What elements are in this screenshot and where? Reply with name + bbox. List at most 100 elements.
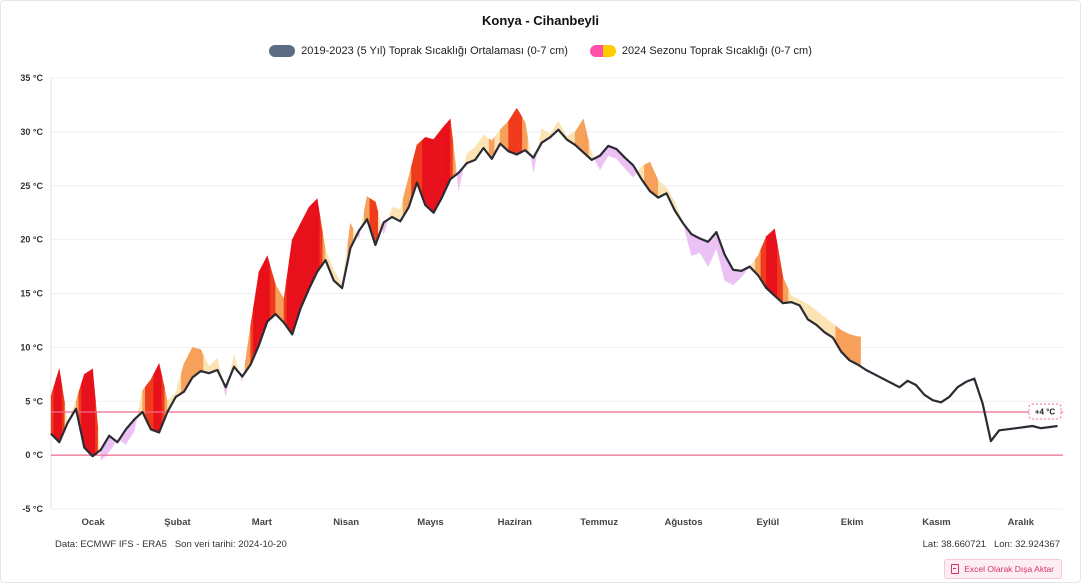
x-tick-label: Ocak — [82, 517, 106, 528]
season-diff-band — [156, 363, 160, 433]
season-diff-band — [436, 131, 440, 208]
season-diff-band — [194, 347, 199, 376]
y-tick-label: 5 °C — [25, 396, 43, 406]
season-diff-band — [655, 174, 659, 199]
file-excel-icon — [951, 564, 960, 574]
x-tick-label: Temmuz — [580, 517, 618, 528]
last-update: Son veri tarihi: 2024-10-20 — [174, 539, 287, 550]
season-diff-band — [699, 238, 703, 258]
season-diff-band — [278, 288, 282, 321]
season-diff-band — [760, 242, 764, 285]
chart-legend: 2019-2023 (5 Yıl) Toprak Sıcaklığı Ortal… — [1, 45, 1080, 57]
excel-export-button[interactable]: Excel Olarak Dışa Aktar — [944, 559, 1062, 579]
season-diff-band — [788, 289, 792, 303]
season-diff-band — [852, 334, 856, 364]
season-diff-band — [289, 239, 293, 336]
season-diff-band — [522, 116, 526, 152]
legend-label-season: 2024 Sezonu Toprak Sıcaklığı (0-7 cm) — [621, 45, 812, 57]
x-tick-label: Şubat — [164, 517, 191, 528]
season-diff-band — [768, 230, 773, 294]
season-diff-band — [280, 293, 285, 324]
season-diff-band — [427, 137, 431, 211]
season-diff-band — [694, 235, 698, 255]
legend-swatch-season — [589, 45, 616, 57]
season-diff-band — [577, 122, 581, 151]
threshold-label: +4 °C — [1035, 408, 1056, 417]
season-diff-band — [447, 118, 451, 186]
season-diff-band — [286, 259, 290, 332]
season-diff-band — [771, 228, 775, 297]
season-diff-band — [311, 201, 315, 284]
season-diff-band — [247, 325, 251, 370]
season-diff-band — [97, 429, 102, 461]
season-diff-band — [766, 233, 770, 292]
season-diff-band — [516, 107, 520, 155]
season-diff-band — [452, 142, 456, 178]
average-series — [50, 128, 1058, 458]
threshold-label-box — [1028, 403, 1062, 420]
x-tick-label: Ağustos — [665, 517, 703, 528]
season-diff-band — [56, 368, 60, 443]
data-source: Data: ECMWF IFS - ERA5 — [55, 539, 167, 550]
season-diff-band — [439, 127, 443, 203]
season-diff-band — [735, 269, 739, 283]
x-axis: Ocak Şubat Mart Nisan Mayıs Haziran Temmuz Ağus… — [82, 517, 1035, 528]
footer-source: Data: ECMWF IFS - ERA5 Son veri tarihi: … — [55, 539, 287, 550]
season-diff-band — [422, 136, 426, 206]
season-diff-band — [269, 265, 273, 320]
season-diff-band — [314, 198, 318, 278]
y-axis: -5 °C 0 °C 5 °C 10 °C 15 °C 20 °C 25 °C 30 °C 35… — [20, 73, 43, 514]
excel-export-label: Excel Olarak Dışa Aktar — [964, 564, 1054, 574]
season-diff-band — [780, 261, 784, 304]
difference-fills — [50, 107, 861, 461]
season-diff-band — [524, 122, 529, 154]
legend-label-average: 2019-2023 (5 Yıl) Toprak Sıcaklığı Ortal… — [301, 45, 568, 57]
season-diff-band — [203, 355, 207, 373]
season-diff-band — [275, 284, 279, 318]
y-tick-label: 15 °C — [20, 289, 43, 299]
season-diff-band — [294, 228, 298, 326]
season-diff-band — [508, 116, 512, 153]
season-diff-band — [317, 198, 321, 273]
season-diff-band — [854, 335, 858, 365]
season-diff-band — [150, 374, 154, 431]
season-diff-band — [658, 179, 662, 198]
season-diff-band — [300, 218, 304, 309]
season-diff-band — [763, 236, 767, 289]
season-diff-band — [846, 332, 850, 361]
longitude: Lon: 32.924367 — [993, 539, 1060, 550]
legend-item-season[interactable]: 2024 Sezonu Toprak Sıcaklığı (0-7 cm) — [589, 45, 812, 57]
season-diff-band — [292, 234, 296, 335]
average-temperature-line — [50, 128, 1058, 458]
season-diff-band — [444, 121, 448, 192]
season-diff-band — [505, 120, 509, 152]
season-diff-band — [255, 271, 260, 352]
season-diff-band — [433, 135, 437, 214]
y-tick-label: 30 °C — [20, 127, 43, 137]
x-tick-label: Haziran — [498, 517, 533, 528]
season-diff-band — [261, 261, 265, 338]
season-diff-band — [511, 111, 515, 154]
season-diff-band — [705, 240, 709, 268]
footer-coordinates: Lat: 38.660721 Lon: 32.924367 — [923, 539, 1060, 550]
season-diff-band — [785, 283, 789, 304]
x-tick-label: Eylül — [756, 517, 779, 528]
x-tick-label: Mart — [252, 517, 273, 528]
latitude: Lat: 38.660721 — [922, 539, 987, 550]
season-diff-band — [178, 373, 182, 396]
season-diff-band — [153, 368, 157, 432]
y-tick-label: 0 °C — [25, 450, 43, 460]
season-diff-band — [732, 269, 736, 286]
season-diff-band — [430, 138, 434, 214]
season-diff-band — [583, 118, 587, 156]
season-diff-band — [139, 390, 143, 415]
season-diff-band — [319, 215, 323, 269]
season-diff-band — [305, 207, 310, 296]
y-tick-label: -5 °C — [22, 504, 43, 514]
season-diff-band — [450, 118, 454, 180]
legend-item-average[interactable]: 2019-2023 (5 Yıl) Toprak Sıcaklığı Ortal… — [269, 45, 568, 57]
season-diff-band — [250, 307, 254, 365]
season-diff-band — [272, 275, 276, 317]
season-diff-band — [585, 130, 590, 158]
